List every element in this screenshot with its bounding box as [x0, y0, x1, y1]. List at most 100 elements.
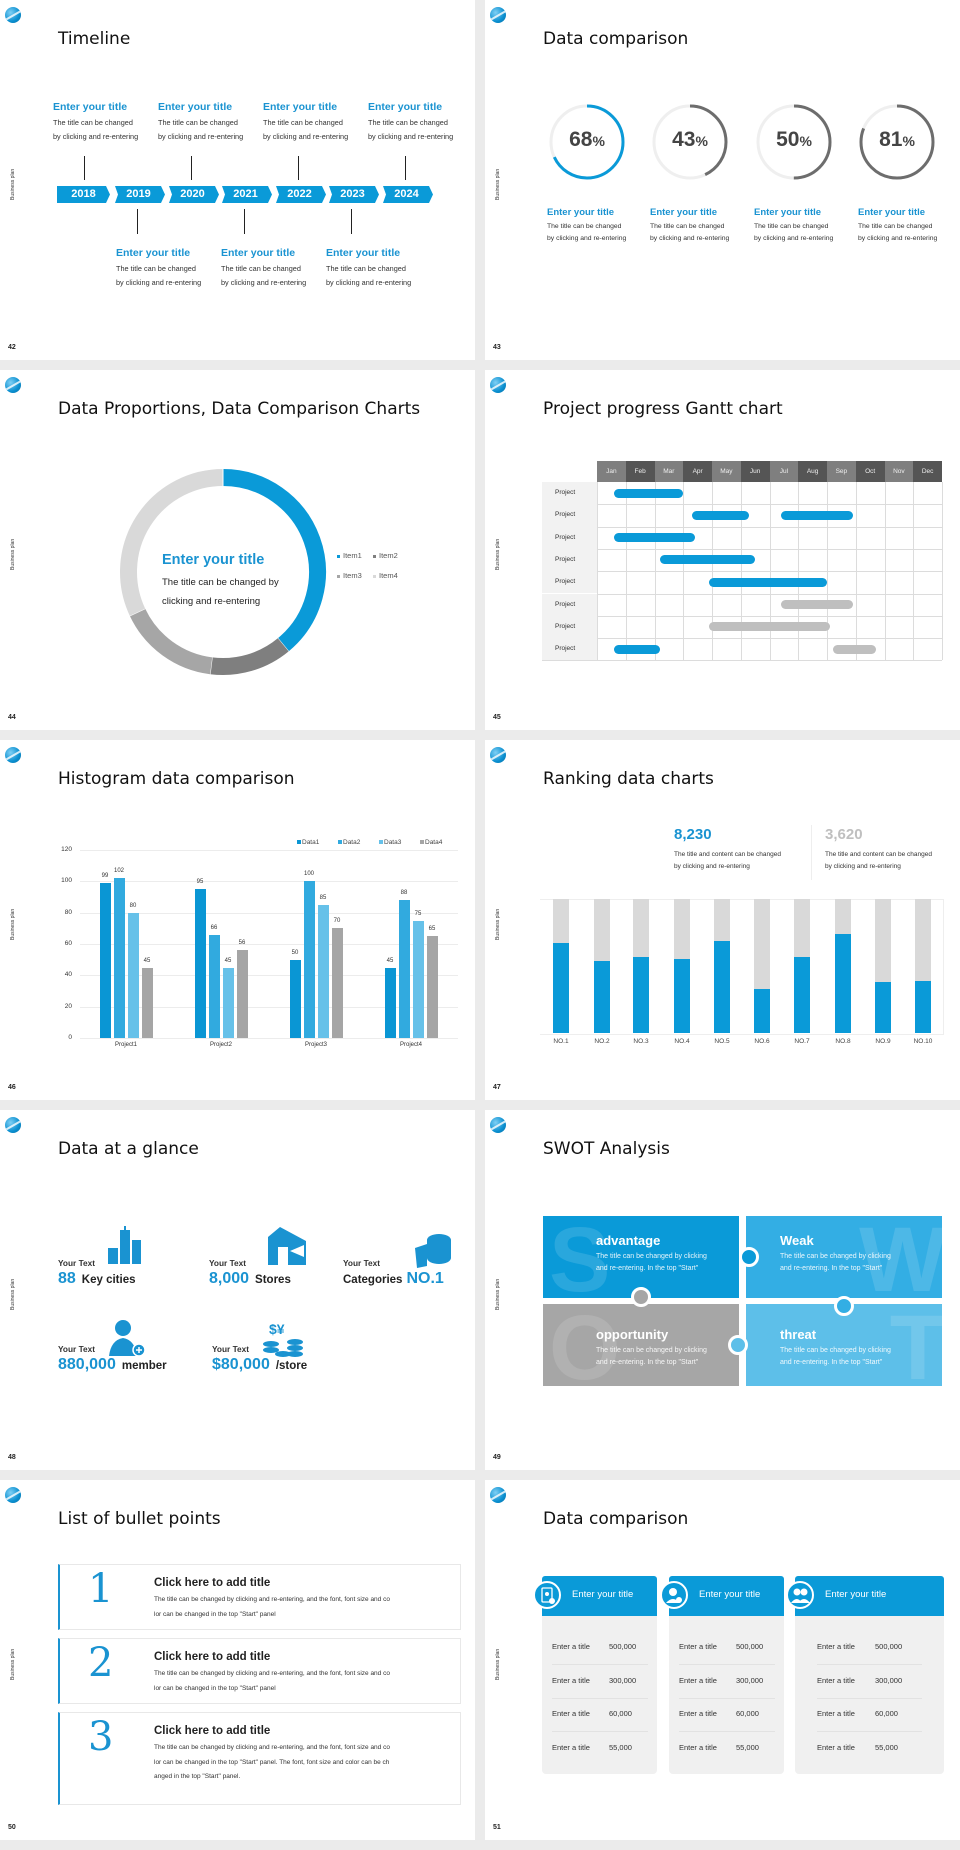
stat-line[interactable]: Categories NO.1 — [343, 1270, 444, 1288]
timeline-item-bottom[interactable]: Enter your title The title can be changed… — [326, 247, 411, 287]
gantt-bar[interactable] — [614, 533, 695, 543]
ring-caption[interactable]: Enter your title The title can be changed… — [754, 207, 833, 242]
bar-data4[interactable] — [142, 967, 153, 1038]
bullet-card[interactable] — [58, 1564, 461, 1630]
swot-tile-t[interactable]: T — [746, 1304, 942, 1386]
bar-value[interactable] — [794, 956, 810, 1033]
timeline-item-top[interactable]: Enter your title The title can be changed… — [368, 101, 453, 141]
slide-47[interactable]: Business plan 47 Ranking data charts 8,230 T… — [480, 740, 960, 1110]
gantt-bar[interactable] — [709, 622, 830, 632]
bar-data1[interactable] — [195, 889, 206, 1038]
bullet-text: The title can be changed by clicking and… — [154, 1670, 390, 1677]
year-segment[interactable]: 2023 — [329, 186, 379, 203]
ring-caption[interactable]: Enter your title The title can be changed… — [858, 207, 937, 242]
gantt-bar[interactable] — [781, 600, 853, 609]
legend-item[interactable]: Data2 — [338, 839, 360, 846]
bar-value[interactable] — [553, 943, 569, 1033]
footer-label: Business plan — [495, 1278, 501, 1310]
legend-item[interactable]: Item2 — [373, 551, 398, 560]
bar-data3[interactable] — [318, 904, 329, 1038]
connector-line — [244, 209, 245, 234]
legend-item[interactable]: Data1 — [297, 839, 319, 846]
legend-item[interactable]: Data3 — [379, 839, 401, 846]
slide-51[interactable]: Business plan 51 Data comparison Enter your… — [480, 1480, 960, 1850]
bar-data4[interactable] — [427, 936, 438, 1038]
timeline-item-bottom[interactable]: Enter your title The title can be changed… — [116, 247, 201, 287]
legend-item[interactable]: Data4 — [420, 839, 442, 846]
bullet-card[interactable] — [58, 1712, 461, 1805]
slide-45[interactable]: Business plan 45 Project progress Gantt ch… — [480, 370, 960, 740]
legend-item[interactable]: Item1 — [337, 551, 362, 560]
bar-data2[interactable] — [209, 934, 220, 1038]
bar-value[interactable] — [633, 956, 649, 1033]
bar-value[interactable] — [594, 960, 610, 1033]
globe-logo-icon — [490, 747, 506, 763]
ring-caption[interactable]: Enter your title The title can be changed… — [547, 207, 626, 242]
swot-tile-w[interactable]: W — [746, 1216, 942, 1298]
stat-block[interactable]: 8,230 The title and content can be change… — [674, 826, 781, 870]
bar-data2[interactable] — [114, 878, 125, 1038]
ring-caption[interactable]: Enter your title The title can be changed… — [650, 207, 729, 242]
slide-43[interactable]: Business plan 43 Data comparison 68% Enter y… — [480, 0, 960, 370]
bar-value[interactable] — [915, 980, 931, 1033]
stat-line[interactable]: 8,000 Stores — [209, 1270, 291, 1288]
timeline-item-top[interactable]: Enter your title The title can be changed… — [53, 101, 138, 141]
bar-data1[interactable] — [385, 967, 396, 1038]
bar-value[interactable] — [754, 988, 770, 1033]
stat-line[interactable]: 88 Key cities — [58, 1270, 136, 1288]
bar-data4[interactable] — [237, 950, 248, 1038]
slide-42[interactable]: Business plan 42 Timeline Enter your title T… — [0, 0, 480, 370]
bar-value[interactable] — [714, 940, 730, 1033]
table-card-header[interactable]: Enter your title — [669, 1576, 784, 1616]
gantt-bar[interactable] — [781, 510, 853, 520]
slide-44[interactable]: Business plan 44 Data Proportions, Data Co… — [0, 370, 480, 740]
bar-data3[interactable] — [128, 912, 139, 1038]
gantt-bar[interactable] — [660, 555, 756, 565]
year-segment[interactable]: 2019 — [115, 186, 165, 203]
stat-line[interactable]: $80,000/store — [212, 1356, 307, 1374]
gantt-bar[interactable] — [614, 488, 684, 498]
project-label: Project — [542, 638, 597, 661]
slide-50[interactable]: Business plan 50 List of bullet points 1 Cli… — [0, 1480, 480, 1850]
bar-value[interactable] — [674, 959, 690, 1033]
timeline-item-top[interactable]: Enter your title The title can be changed… — [158, 101, 243, 141]
legend-item[interactable]: Item4 — [373, 571, 398, 580]
gantt-bar[interactable] — [614, 644, 661, 654]
gantt-bar[interactable] — [709, 577, 827, 587]
bar-data1[interactable] — [100, 882, 111, 1038]
bar-data1[interactable] — [290, 959, 301, 1038]
city-buildings-icon — [108, 1226, 141, 1264]
year-segment[interactable]: 2024 — [383, 186, 433, 203]
bar-value[interactable] — [875, 982, 891, 1033]
data-label: 45 — [224, 957, 232, 964]
row-value: 500,000 — [736, 1642, 764, 1651]
year-segment[interactable]: 2018 — [57, 186, 110, 203]
legend-item[interactable]: Item3 — [337, 571, 362, 580]
table-card-header[interactable]: Enter your title — [542, 1576, 657, 1616]
slide-46[interactable]: Business plan 46 Histogram data comparison… — [0, 740, 480, 1110]
bar-data2[interactable] — [399, 900, 410, 1038]
timeline-item-top[interactable]: Enter your title The title can be changed… — [263, 101, 348, 141]
bullet-card[interactable] — [58, 1638, 461, 1704]
gantt-bar[interactable] — [832, 644, 876, 654]
year-segment[interactable]: 2021 — [222, 186, 272, 203]
item-text: by clicking and re-entering — [158, 132, 244, 141]
bar-remainder — [553, 899, 569, 944]
slide-48[interactable]: Business plan 48 Data at a glance Your Text… — [0, 1110, 480, 1480]
timeline-item-bottom[interactable]: Enter your title The title can be changed… — [221, 247, 306, 287]
bar-data4[interactable] — [332, 928, 343, 1038]
year-segment[interactable]: 2022 — [276, 186, 326, 203]
year-segment[interactable]: 2020 — [169, 186, 219, 203]
bar-data3[interactable] — [413, 920, 424, 1038]
stat-line[interactable]: 880,000 member — [58, 1356, 167, 1374]
bar-value[interactable] — [835, 933, 851, 1033]
gantt-bar[interactable] — [691, 510, 750, 520]
bar-data3[interactable] — [223, 967, 234, 1038]
x-tick-label: Project1 — [114, 1042, 137, 1048]
swot-tile-o[interactable]: O — [543, 1304, 739, 1386]
table-card-header[interactable]: Enter your title — [795, 1576, 944, 1616]
stat-block[interactable]: 3,620 The title and content can be change… — [825, 826, 932, 870]
swot-tile-s[interactable]: S — [543, 1216, 739, 1298]
bar-data2[interactable] — [304, 881, 315, 1038]
